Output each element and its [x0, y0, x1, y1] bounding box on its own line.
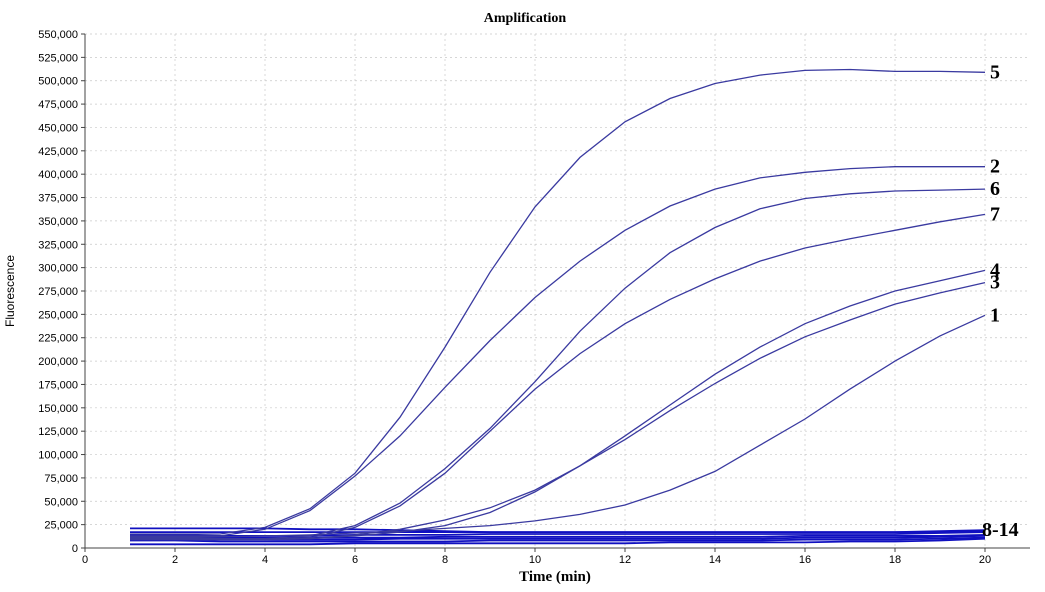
- y-tick-label: 175,000: [38, 379, 78, 391]
- x-tick-label: 8: [442, 554, 448, 566]
- series-label-3: 3: [990, 272, 1000, 294]
- x-axis-label: Time (min): [519, 569, 591, 585]
- y-tick-label: 400,000: [38, 169, 78, 181]
- y-axis-label: Fluorescence: [3, 255, 17, 327]
- y-tick-label: 325,000: [38, 239, 78, 251]
- x-tick-label: 12: [619, 554, 631, 566]
- series-line-flat-13: [130, 536, 986, 543]
- series-label-5: 5: [990, 61, 1000, 83]
- y-tick-label: 500,000: [38, 76, 78, 88]
- series-label-2: 2: [990, 156, 1000, 178]
- y-tick-label: 275,000: [38, 286, 78, 298]
- x-tick-label: 20: [979, 554, 991, 566]
- grid: [85, 33, 1030, 548]
- series-labels: 5 26 7 43 1 8-14: [982, 61, 1019, 541]
- series-label-4: 4: [990, 259, 1000, 281]
- x-tick-label: 18: [889, 554, 901, 566]
- x-tick-label: 10: [529, 554, 541, 566]
- x-tick-label: 0: [82, 554, 88, 566]
- y-tick-label: 525,000: [38, 52, 78, 64]
- x-tick-label: 14: [709, 554, 721, 566]
- y-tick-label: 250,000: [38, 309, 78, 321]
- y-tick-label: 150,000: [38, 403, 78, 415]
- y-tick-label: 0: [72, 543, 78, 555]
- y-tick-label: 200,000: [38, 356, 78, 368]
- y-tick-label: 425,000: [38, 146, 78, 158]
- y-tick-label: 225,000: [38, 333, 78, 345]
- series-line-4: [130, 269, 986, 541]
- series-line-5: [130, 68, 986, 535]
- y-tick-label: 300,000: [38, 263, 78, 275]
- y-tick-label: 125,000: [38, 426, 78, 438]
- y-tick-label: 25,000: [44, 520, 78, 532]
- series-label-7: 7: [990, 203, 1000, 225]
- series-label-8-14: 8-14: [982, 519, 1019, 541]
- axes: [81, 33, 1030, 552]
- tick-labels: 0 25,000 50,000 75,000 100,000 125,000 150,000…: [38, 29, 991, 566]
- y-tick-label: 450,000: [38, 122, 78, 134]
- y-tick-label: 375,000: [38, 193, 78, 205]
- y-tick-label: 350,000: [38, 216, 78, 228]
- x-tick-label: 4: [262, 554, 268, 566]
- series-line-3: [130, 281, 986, 541]
- y-tick-label: 50,000: [44, 496, 78, 508]
- y-tick-label: 75,000: [44, 473, 78, 485]
- series-line-6: [130, 188, 986, 540]
- x-tick-label: 6: [352, 554, 358, 566]
- series-line-flat-9: [130, 530, 986, 533]
- y-tick-label: 100,000: [38, 450, 78, 462]
- chart-title: Amplification: [484, 11, 567, 26]
- series-line-flat-14: [130, 537, 986, 546]
- series-line-2: [130, 166, 985, 537]
- series-group: [130, 68, 986, 541]
- y-tick-label: 475,000: [38, 99, 78, 111]
- y-tick-label: 550,000: [38, 29, 78, 41]
- x-tick-label: 2: [172, 554, 178, 566]
- series-line-7: [130, 213, 986, 541]
- x-tick-label: 16: [799, 554, 811, 566]
- series-label-1: 1: [990, 304, 1000, 326]
- series-label-6: 6: [990, 178, 1000, 200]
- series-line-1: [130, 314, 986, 538]
